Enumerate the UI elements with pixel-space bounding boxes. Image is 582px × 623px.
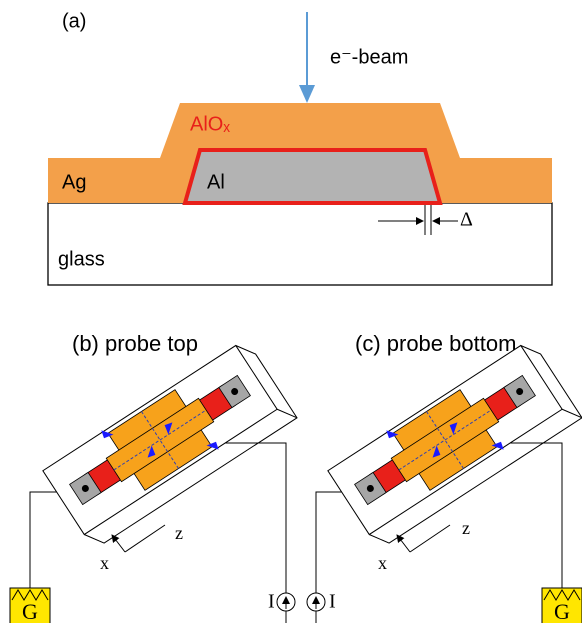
source-label: I [329, 591, 336, 613]
generator-label: G [22, 599, 38, 623]
panel-title: (c) probe bottom [355, 331, 516, 356]
figure: (a) e⁻-beam AlOₓ Ag Al Δ glass (b) probe… [0, 0, 582, 623]
al-label: Al [207, 171, 225, 193]
glass-substrate [48, 203, 552, 285]
glass-label: glass [58, 248, 105, 270]
axis-x: x [100, 553, 109, 573]
axis-arrows [112, 525, 165, 552]
axis-z: z [175, 523, 183, 543]
ag-label: Ag [62, 171, 86, 193]
axis-z: z [462, 518, 470, 538]
alox-label: AlOₓ [190, 113, 230, 135]
page: (a) e⁻-beam AlOₓ Ag Al Δ glass (b) probe… [0, 0, 582, 623]
beam-label: e⁻-beam [330, 46, 408, 68]
panel-label: (a) [62, 10, 86, 32]
generator-label: G [554, 599, 570, 623]
panel-title: (b) probe top [72, 331, 198, 356]
axis-arrows [397, 525, 450, 552]
source-label: I [268, 591, 275, 613]
delta-label: Δ [460, 209, 473, 231]
axis-x: x [378, 553, 387, 573]
